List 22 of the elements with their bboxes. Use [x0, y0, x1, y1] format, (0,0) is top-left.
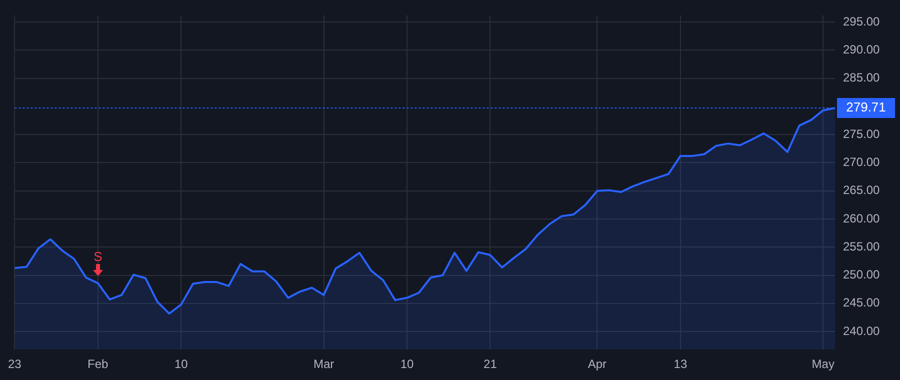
x-tick-label: Feb: [88, 357, 109, 372]
x-tick-label: 13: [674, 357, 688, 372]
x-tick-label: May: [812, 357, 834, 372]
annotation: S: [94, 249, 103, 264]
x-tick-label: 10: [174, 357, 188, 372]
y-tick-label: 260.00: [843, 211, 880, 226]
y-tick-label: 265.00: [843, 183, 880, 198]
y-tick-label: 275.00: [843, 126, 880, 141]
y-tick-label: 255.00: [843, 239, 880, 254]
y-tick-label: 290.00: [843, 42, 880, 56]
x-tick-label: 10: [400, 357, 414, 372]
y-tick-label: 250.00: [843, 268, 880, 282]
x-tick-label: 21: [484, 357, 498, 372]
x-tick-label: 23: [8, 357, 22, 372]
y-tick-label: 270.00: [843, 155, 880, 170]
y-tick-label: 285.00: [843, 70, 880, 85]
y-tick-label: 245.00: [843, 296, 880, 310]
x-tick-label: Mar: [313, 357, 334, 372]
y-tick-label: 295.00: [843, 14, 880, 28]
ref-line-label: 279.71: [846, 100, 886, 115]
x-tick-label: Apr: [588, 357, 607, 372]
y-tick-label: 240.00: [843, 324, 880, 338]
